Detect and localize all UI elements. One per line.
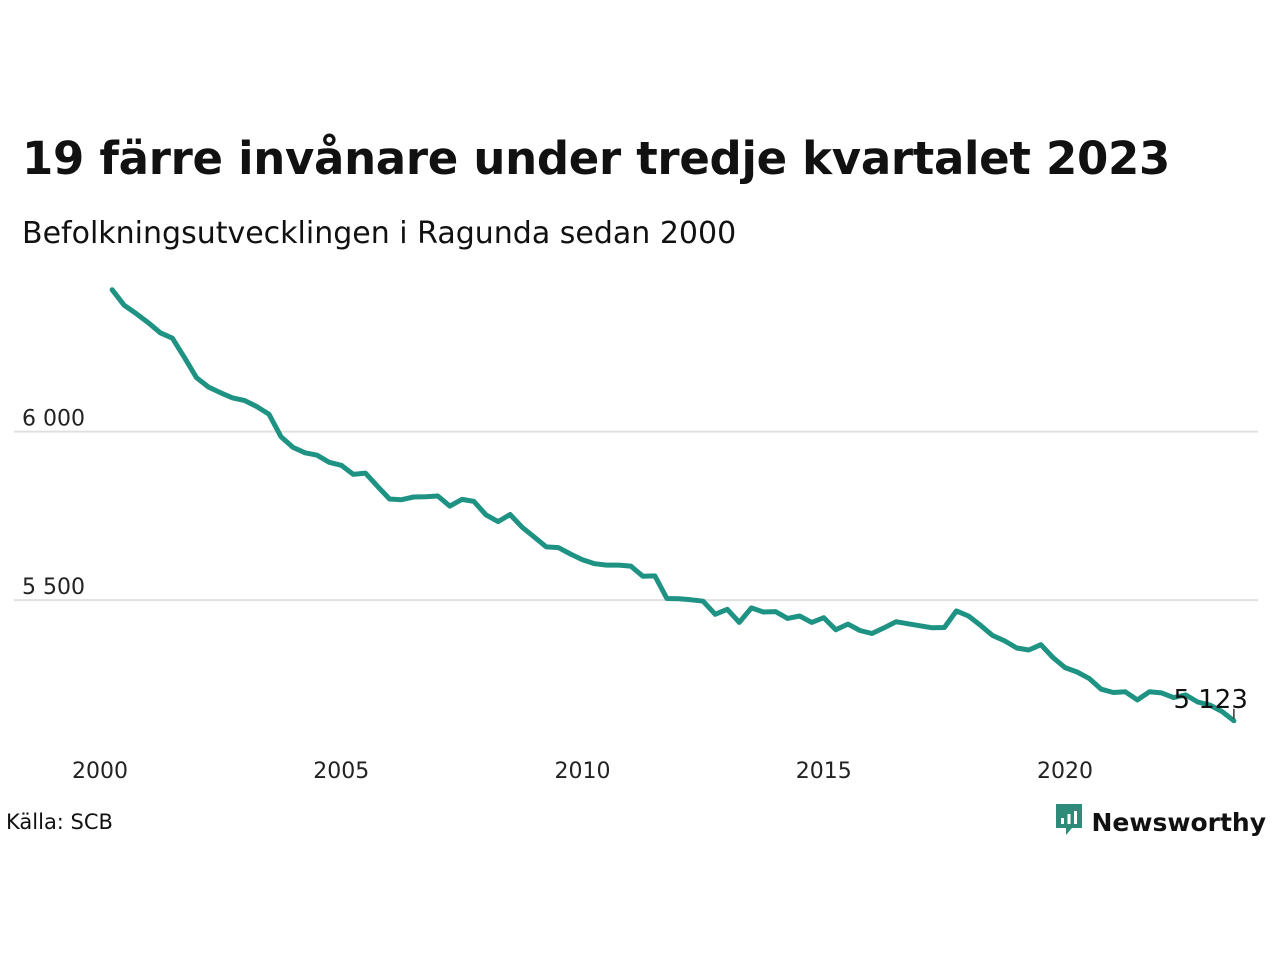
y-tick-label: 6 000 (22, 407, 85, 432)
x-tick-label: 2010 (555, 759, 611, 784)
end-label-group: 5 123 (1173, 685, 1248, 719)
y-tick-label: 5 500 (22, 575, 85, 600)
chart-subtitle: Befolkningsutvecklingen i Ragunda sedan … (22, 216, 737, 251)
brand-logo: Newsworthy (1054, 802, 1267, 842)
x-axis-tick-labels: 2000 2005 2010 2015 2020 (72, 759, 1093, 784)
y-axis-tick-labels: 5 500 6 000 (22, 407, 85, 601)
grid-lines (14, 430, 1258, 602)
series-line-group (109, 287, 1237, 724)
brand-name: Newsworthy (1091, 807, 1267, 837)
x-tick-label: 2015 (796, 759, 852, 784)
chart-title: 19 färre invånare under tredje kvartalet… (22, 132, 1171, 185)
source-note: Källa: SCB (6, 810, 113, 834)
newsworthy-logo-icon (1054, 802, 1084, 842)
x-tick-label: 2020 (1037, 759, 1093, 784)
end-value-label: 5 123 (1173, 685, 1247, 715)
x-tick-label: 2005 (313, 759, 369, 784)
x-tick-label: 2000 (72, 759, 128, 784)
series-line (109, 287, 1237, 724)
